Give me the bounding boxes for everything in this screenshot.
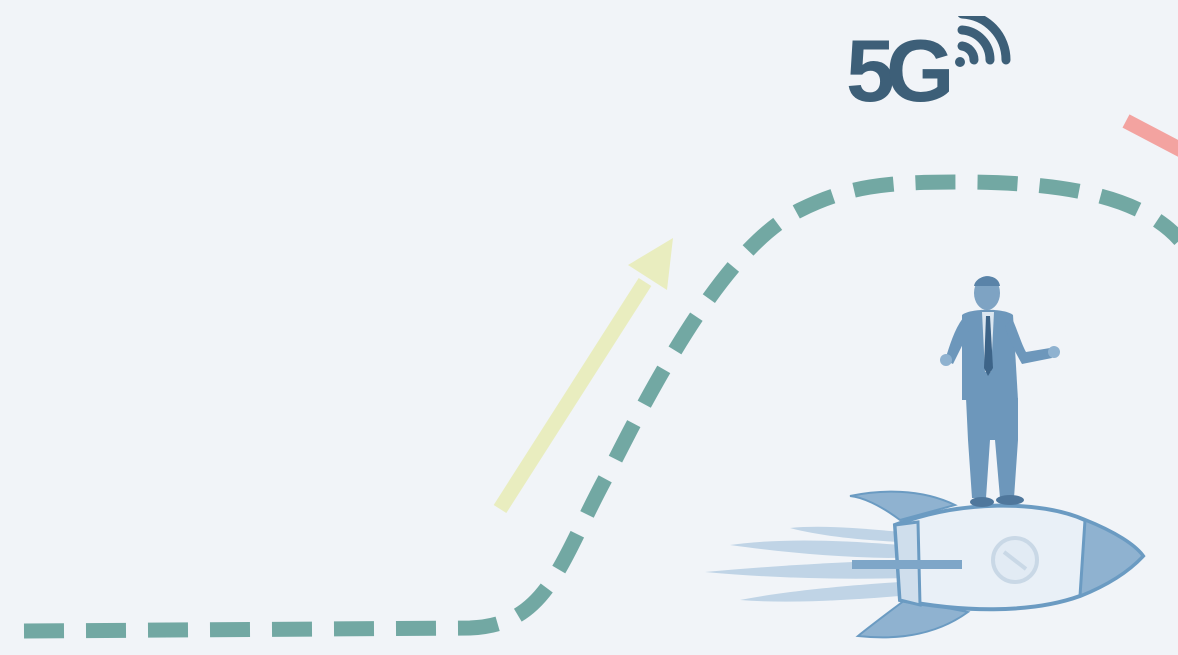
businessman-on-rocket-icon [705,276,1146,639]
growth-path-dashed-curve [23,174,1178,639]
logo-5g-text: 5G [846,21,954,120]
up-arrow-icon [493,238,673,514]
accent-arrow-icon [1122,114,1178,157]
logo-5g: 5G [846,16,1016,126]
wifi-signal-icon [955,16,1011,67]
